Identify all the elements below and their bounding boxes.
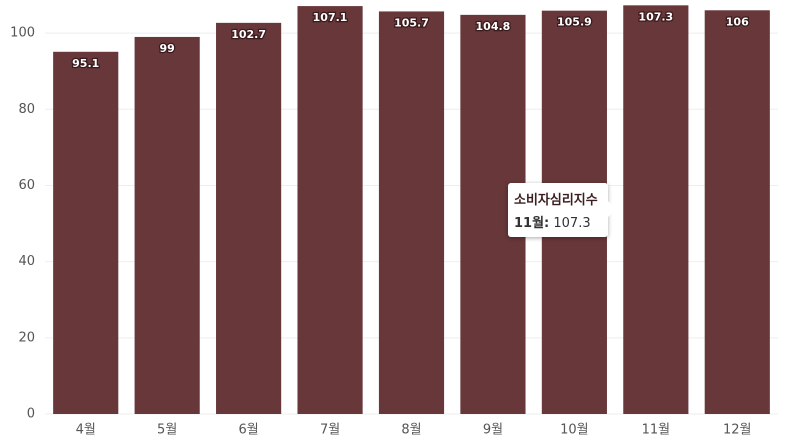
value-label: 102.7 (231, 28, 266, 41)
x-tick-label: 10월 (560, 423, 589, 438)
bar (378, 11, 445, 415)
bar (216, 22, 282, 414)
x-tick-label: 12월 (723, 423, 752, 438)
x-tick-label: 9월 (483, 423, 503, 438)
value-label: 104.8 (476, 20, 511, 33)
value-label: 107.3 (638, 10, 673, 23)
x-tick-label: 8월 (401, 423, 421, 438)
value-label: 95.1 (72, 57, 99, 70)
value-label: 99 (160, 42, 175, 55)
x-tick-label: 11월 (642, 423, 671, 438)
tooltip: 소비자심리지수 11월: 107.3 (508, 183, 616, 237)
value-label: 105.9 (557, 16, 592, 29)
y-tick-label: 0 (27, 407, 35, 422)
x-tick-label: 7월 (320, 423, 340, 438)
bar (623, 5, 689, 415)
x-tick-label: 6월 (238, 423, 258, 438)
x-tick-label: 5월 (157, 423, 177, 438)
y-tick-label: 20 (18, 330, 35, 345)
tooltip-label: 11월: (514, 216, 550, 231)
y-tick-label: 100 (10, 26, 35, 41)
tooltip-value: 107.3 (553, 216, 591, 231)
y-tick-label: 40 (18, 254, 35, 269)
x-tick-label: 4월 (76, 423, 96, 438)
y-tick-label: 80 (18, 102, 35, 117)
bar (297, 6, 363, 414)
bar (134, 36, 200, 415)
tooltip-title: 소비자심리지수 (514, 193, 598, 208)
value-label: 105.7 (394, 16, 429, 29)
bar (704, 10, 770, 414)
y-tick-label: 60 (18, 178, 35, 193)
bar (53, 51, 119, 414)
value-label: 107.1 (313, 11, 348, 24)
value-label: 106 (726, 15, 749, 28)
